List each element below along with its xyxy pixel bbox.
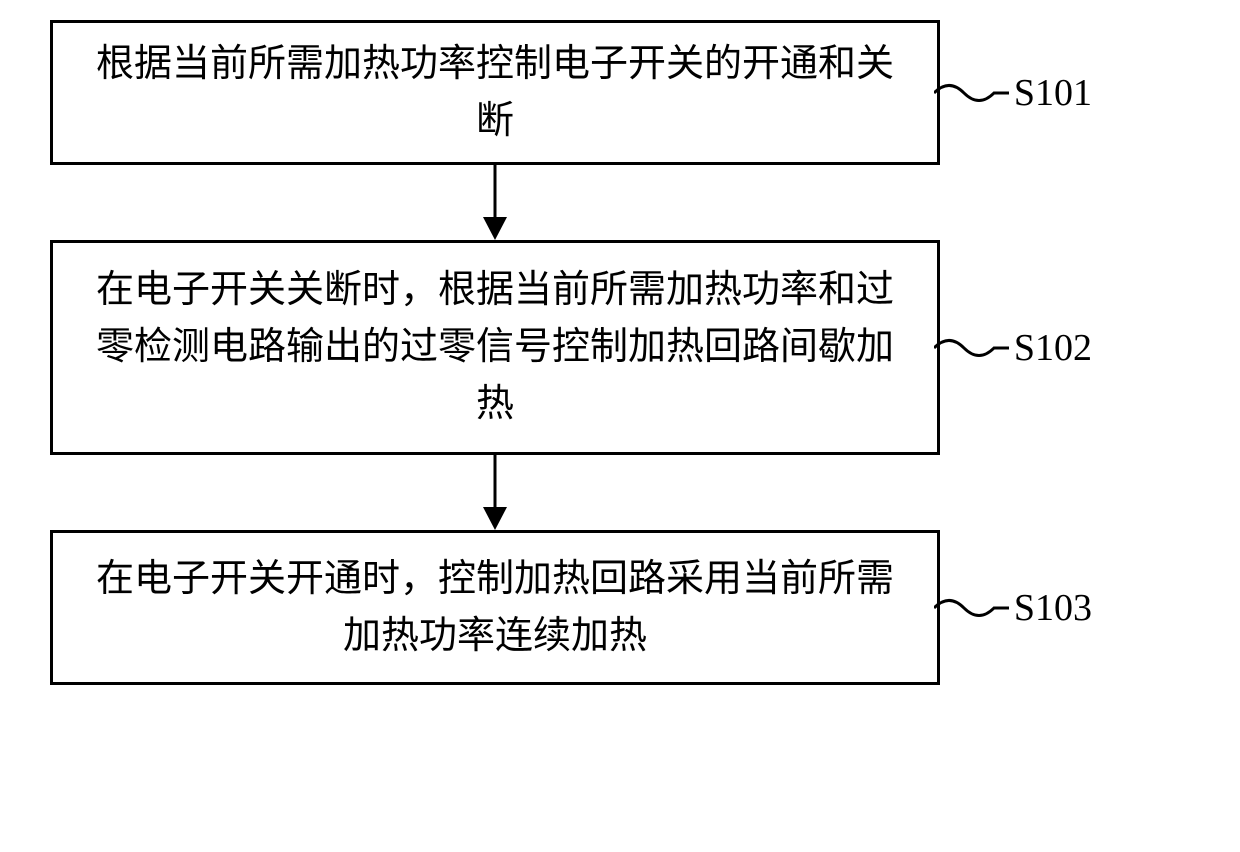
curved-connector-icon [934, 588, 1009, 628]
flowchart-container: 根据当前所需加热功率控制电子开关的开通和关断 S101 在电子开关关断时，根据当… [50, 20, 1190, 685]
step-1-label: S101 [1014, 71, 1092, 115]
step-2-label: S102 [1014, 326, 1092, 370]
flowchart-step-2-text: 在电子开关关断时，根据当前所需加热功率和过零检测电路输出的过零信号控制加热回路间… [83, 262, 907, 433]
curved-connector-icon [934, 73, 1009, 113]
flowchart-step-2: 在电子开关关断时，根据当前所需加热功率和过零检测电路输出的过零信号控制加热回路间… [50, 240, 940, 455]
arrow-1-container [50, 165, 940, 240]
step-3-label: S103 [1014, 586, 1092, 630]
arrow-2-container [50, 455, 940, 530]
step-1-label-connector: S101 [934, 71, 1092, 115]
flowchart-step-3-text: 在电子开关开通时，控制加热回路采用当前所需加热功率连续加热 [83, 551, 907, 665]
step-2-label-connector: S102 [934, 326, 1092, 370]
flowchart-step-3: 在电子开关开通时，控制加热回路采用当前所需加热功率连续加热 S103 [50, 530, 940, 685]
flowchart-step-1-text: 根据当前所需加热功率控制电子开关的开通和关断 [83, 36, 907, 150]
flowchart-step-1: 根据当前所需加热功率控制电子开关的开通和关断 S101 [50, 20, 940, 165]
curved-connector-icon [934, 328, 1009, 368]
step-3-label-connector: S103 [934, 586, 1092, 630]
arrow-down-icon [475, 165, 515, 240]
arrow-down-icon [475, 455, 515, 530]
